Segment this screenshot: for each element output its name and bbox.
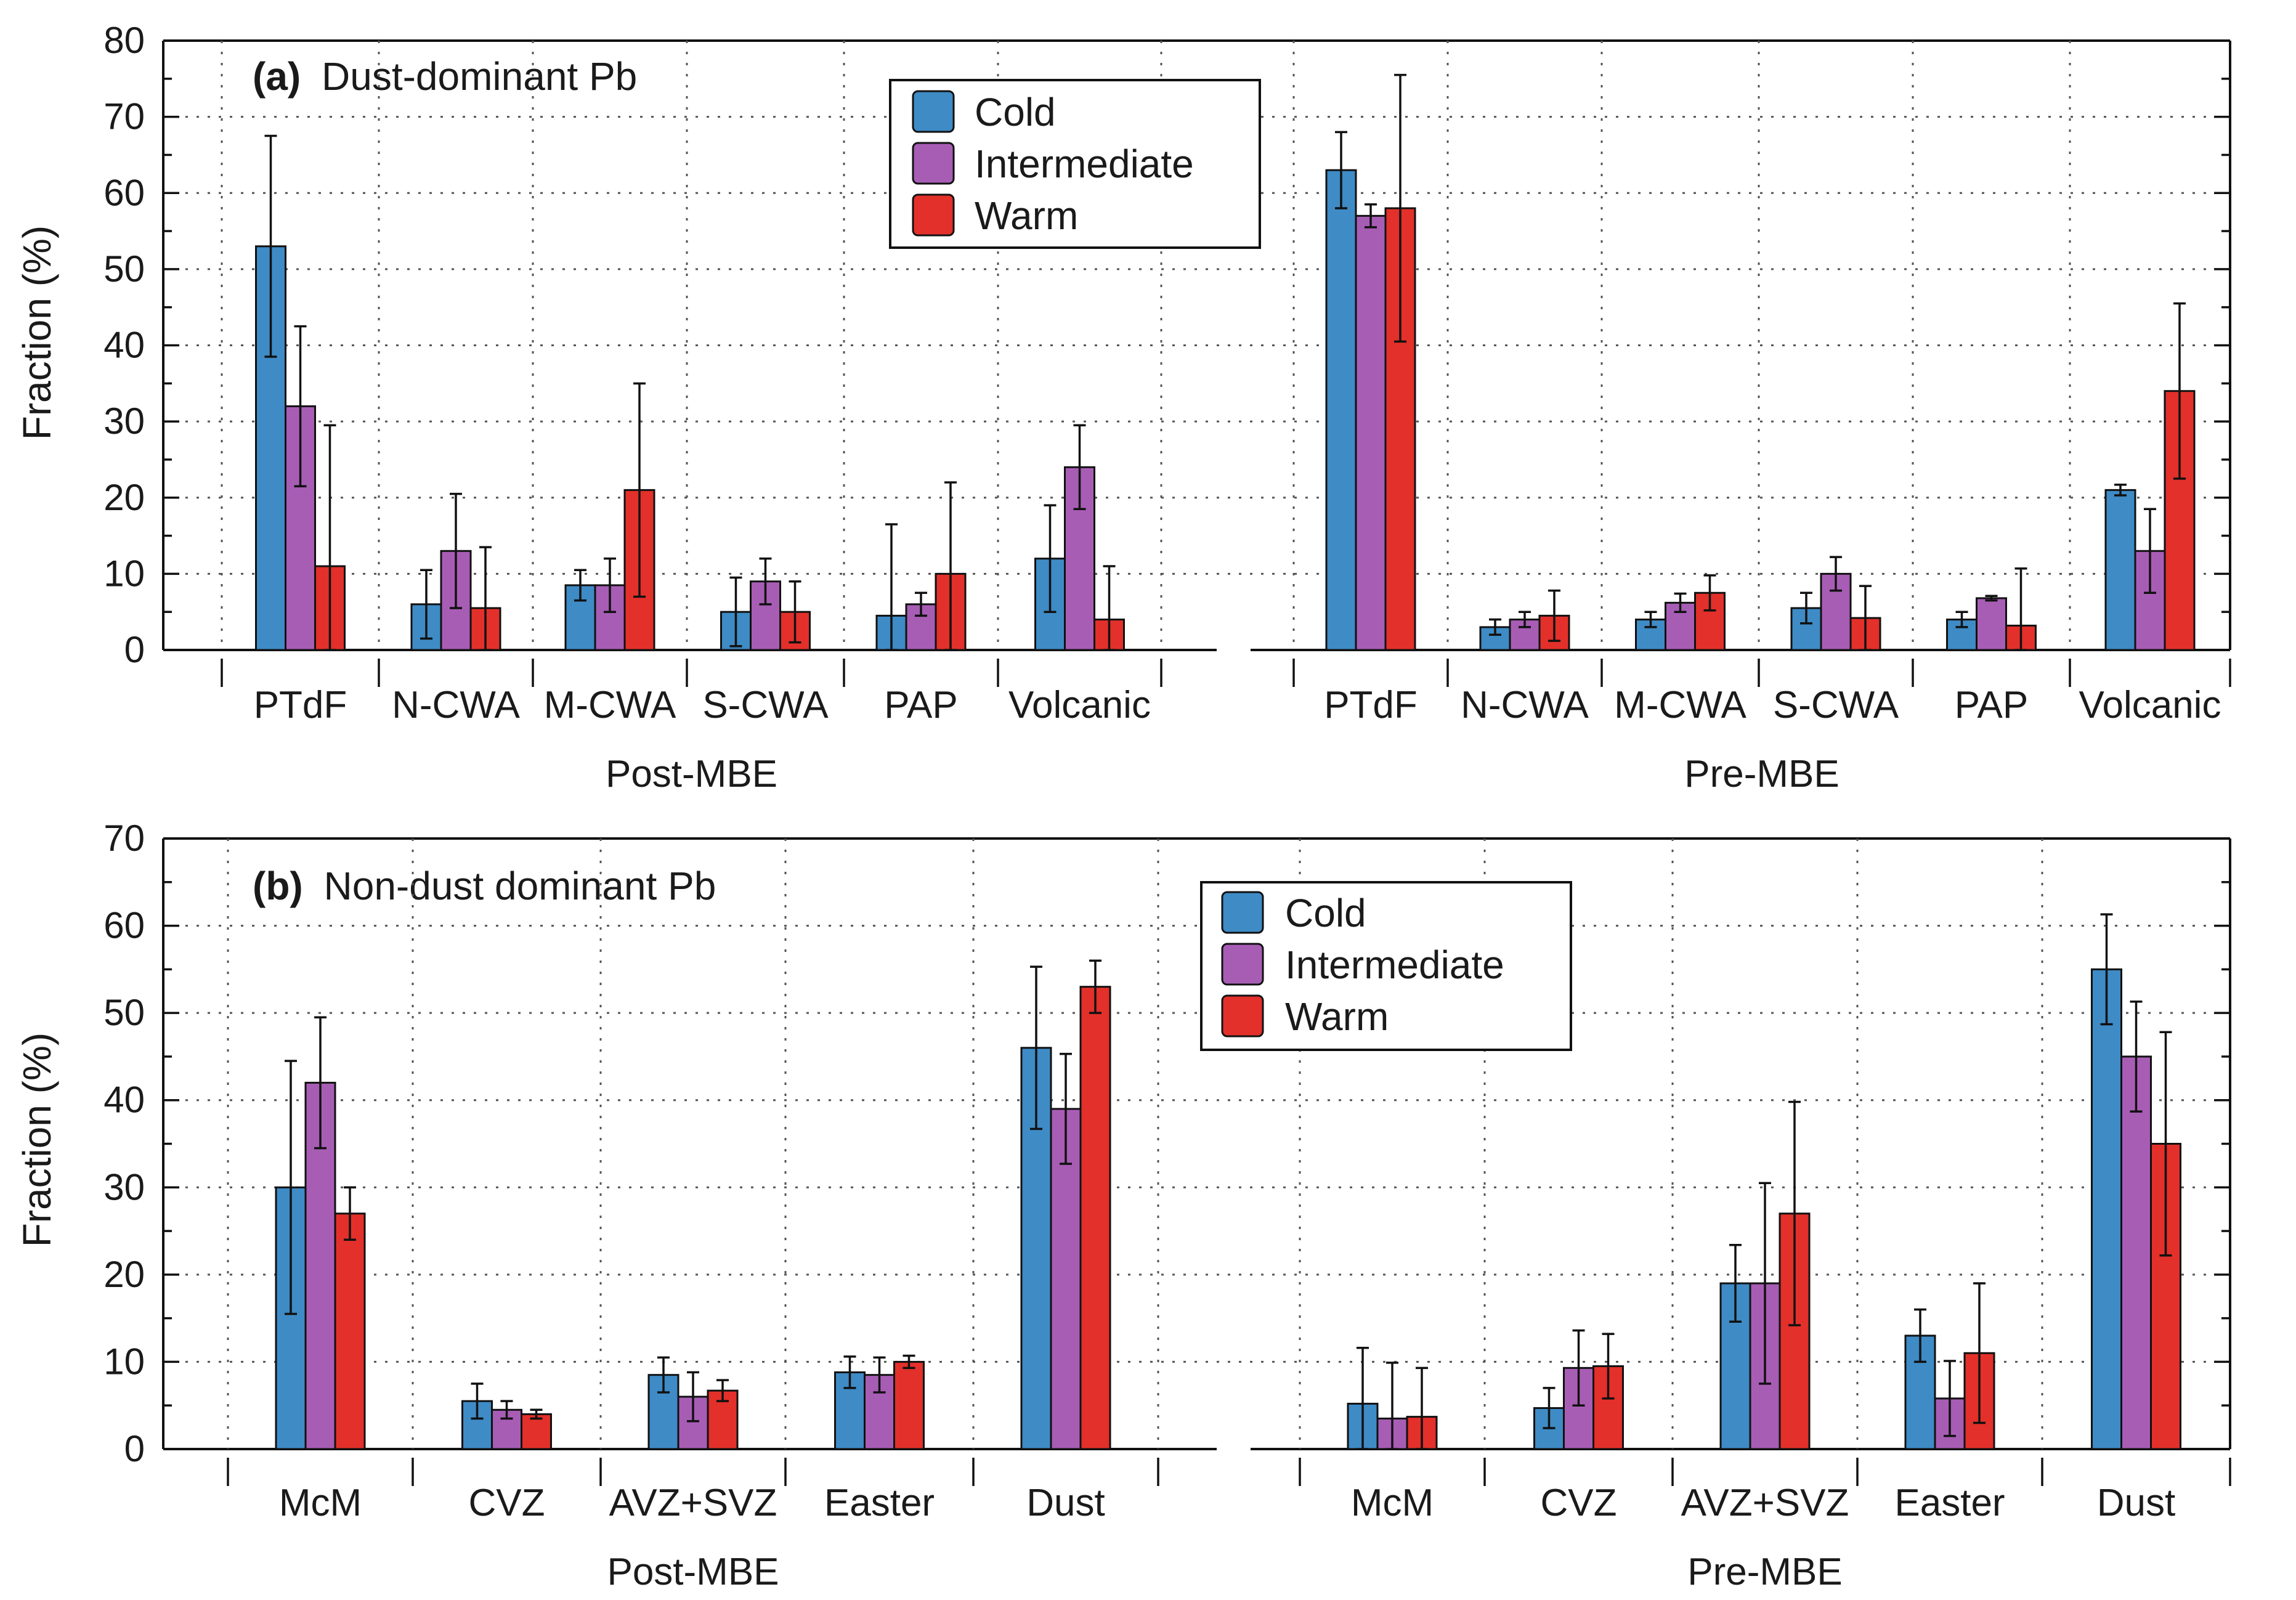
category-label: Volcanic (2079, 684, 2221, 726)
panel-a-ylabel: Fraction (%) (15, 225, 59, 441)
panel-b-legend-cold: Cold (1285, 891, 1366, 935)
y-tick-label: 60 (103, 172, 145, 213)
category-label: McM (1351, 1482, 1434, 1524)
y-tick-label: 70 (103, 96, 145, 137)
y-tick-label: 50 (103, 992, 145, 1033)
group-label-post-mbe: Post-MBE (607, 1551, 779, 1593)
category-label: CVZ (1541, 1482, 1617, 1524)
category-label: PAP (884, 684, 957, 726)
bar-cold (1325, 169, 1357, 651)
category-label: M-CWA (544, 684, 676, 726)
panel-a-legend: Cold Intermediate Warm (889, 79, 1261, 249)
y-tick-label: 60 (103, 905, 145, 946)
bar-cold (2104, 489, 2136, 651)
category-label: PTdF (1324, 684, 1418, 726)
panel-a-legend-cold: Cold (975, 90, 1056, 134)
bar-warm (1079, 986, 1111, 1450)
group-label-pre-mbe: Pre-MBE (1684, 753, 1839, 795)
y-tick-label: 30 (103, 1166, 145, 1208)
category-label: Dust (2097, 1482, 2175, 1524)
panel-a-label: (a) (253, 54, 301, 99)
category-label: Easter (824, 1482, 935, 1524)
panel-b-legend-swatch-intermediate (1221, 943, 1264, 986)
panel-a-legend-swatch-cold (912, 90, 955, 133)
y-tick-label: 30 (103, 400, 145, 442)
category-label: PTdF (254, 684, 347, 726)
category-label: N-CWA (392, 684, 520, 726)
panel-b-legend-intermediate: Intermediate (1285, 943, 1504, 987)
panel-b-legend-swatch-warm (1221, 994, 1264, 1038)
y-tick-label: 40 (103, 325, 145, 366)
panel-a-dust-dominant: Fraction (%) (a) Dust-dominant Pb 0 10 20 3… (15, 20, 2231, 795)
category-label: Easter (1894, 1482, 2005, 1524)
group-label-post-mbe: Post-MBE (606, 753, 777, 795)
y-tick-label: 0 (124, 629, 145, 670)
group-label-pre-mbe: Pre-MBE (1687, 1551, 1842, 1593)
panel-b-label: (b) (253, 864, 303, 908)
category-label: AVZ+SVZ (609, 1482, 777, 1524)
panel-b-title-text: Non-dust dominant Pb (324, 864, 716, 908)
category-label: PAP (1955, 684, 2028, 726)
bar-intermediate (1355, 214, 1387, 651)
y-tick-label: 20 (103, 1254, 145, 1295)
y-tick-label: 70 (103, 818, 145, 859)
y-tick-label: 40 (103, 1079, 145, 1121)
y-tick-label: 50 (103, 248, 145, 290)
bar-warm (334, 1212, 366, 1450)
panel-b-legend-warm: Warm (1285, 994, 1389, 1039)
bar-intermediate (1976, 597, 2007, 651)
bar-intermediate (905, 603, 937, 651)
category-label: Dust (1026, 1482, 1105, 1524)
panel-b-legend: Cold Intermediate Warm (1200, 881, 1572, 1051)
category-label: S-CWA (702, 684, 829, 726)
y-tick-label: 10 (103, 1341, 145, 1382)
panel-a-legend-swatch-warm (912, 193, 955, 237)
panel-a-legend-warm: Warm (975, 193, 1078, 238)
category-label: M-CWA (1614, 684, 1746, 726)
panel-b-legend-swatch-cold (1221, 891, 1264, 934)
panel-a-title-text: Dust-dominant Pb (322, 54, 637, 99)
panel-a-legend-swatch-intermediate (912, 142, 955, 185)
bar-cold (2091, 968, 2122, 1450)
panel-a-legend-intermediate: Intermediate (975, 142, 1194, 186)
bar-intermediate (1050, 1108, 1082, 1450)
panel-b-title: (b) Non-dust dominant Pb (253, 864, 716, 908)
panel-b-ylabel: Fraction (%) (15, 1033, 59, 1248)
panel-b-non-dust-dominant: Fraction (%) (b) Non-dust dominant Pb 0 1… (15, 818, 2231, 1593)
y-tick-label: 80 (103, 20, 145, 61)
y-tick-label: 20 (103, 477, 145, 518)
category-label: Volcanic (1008, 684, 1151, 726)
category-label: AVZ+SVZ (1681, 1482, 1849, 1524)
bar-intermediate (2120, 1055, 2152, 1450)
bar-warm (893, 1360, 925, 1450)
category-label: S-CWA (1773, 684, 1899, 726)
y-tick-label: 10 (103, 553, 145, 594)
panel-a-title: (a) Dust-dominant Pb (253, 54, 637, 99)
category-label: N-CWA (1461, 684, 1589, 726)
category-label: CVZ (469, 1482, 545, 1524)
y-tick-label: 0 (124, 1428, 145, 1469)
category-label: McM (279, 1482, 362, 1524)
